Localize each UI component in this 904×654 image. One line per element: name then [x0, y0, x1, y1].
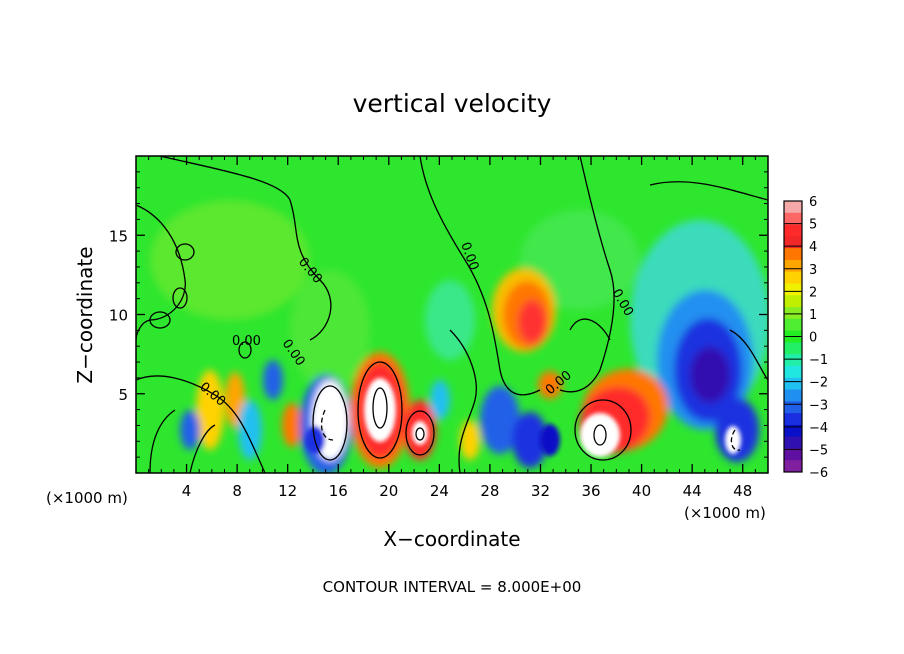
z-axis: 5 10 15: [109, 171, 768, 458]
colorbar-label: −1: [809, 353, 828, 368]
colorbar-swatch: [784, 212, 802, 226]
colorbar-swatch: [784, 295, 802, 308]
colorbar-swatch: [784, 436, 802, 449]
x-tick-label: 8: [232, 482, 242, 500]
x-tick-label: 12: [278, 482, 297, 500]
contour-loop: [238, 341, 252, 359]
contour-line: [730, 429, 741, 451]
colorbar-swatch: [784, 448, 802, 461]
contour-loop: [415, 427, 425, 441]
contour-lines: [136, 156, 768, 473]
heatmap-field: [150, 200, 768, 473]
colorbar-swatch: [784, 413, 802, 426]
contour-loop: [357, 361, 403, 459]
z-tick-label: 5: [118, 386, 128, 404]
contour-line: [569, 318, 611, 341]
z-tick-label: 15: [109, 227, 128, 245]
x-tick-label: 4: [182, 482, 192, 500]
colorbar-swatch: [784, 236, 802, 249]
colorbar-label: 4: [809, 240, 817, 255]
colorbar-label: −2: [809, 376, 828, 391]
contour-loop: [172, 287, 188, 309]
colorbar-swatch: [784, 283, 802, 296]
contour-line: [449, 329, 477, 473]
colorbar-swatch: [784, 424, 802, 438]
colorbar-swatch: [784, 201, 802, 214]
colorbar-swatch: [784, 259, 802, 273]
colorbar-swatch: [784, 365, 802, 379]
colorbar: 6 5 4 3 2 1 0 −1 −2 −3 −4 −5 −6: [783, 195, 828, 481]
contour-interval-note: CONTOUR INTERVAL = 8.000E+00: [323, 578, 582, 596]
x-tick-label: 40: [632, 482, 651, 500]
colorbar-swatch: [784, 271, 802, 284]
colorbar-label: 5: [809, 218, 817, 233]
x-tick-label: 28: [480, 482, 499, 500]
y-axis-label: Z−coordinate: [73, 246, 97, 383]
contour-line: [729, 329, 768, 381]
chart-title: vertical velocity: [353, 89, 552, 118]
z-tick-label: 10: [109, 307, 128, 325]
contour-line: [320, 409, 334, 441]
colorbar-swatch: [784, 342, 802, 355]
colorbar-swatch: [784, 354, 802, 367]
colorbar-label: −4: [809, 421, 828, 436]
contour-label: 0.00: [232, 334, 261, 349]
contour-line: [189, 424, 216, 473]
colorbar-label: 0: [809, 331, 817, 346]
colorbar-label: −5: [809, 443, 828, 458]
colorbar-swatch: [784, 401, 802, 414]
contour-line: [136, 375, 266, 473]
contour-line: [159, 156, 332, 341]
contour-line: [419, 156, 541, 396]
colorbar-swatch: [784, 460, 802, 473]
colorbar-label: 6: [809, 195, 817, 210]
colorbar-swatch: [784, 307, 802, 320]
contour-loop: [574, 399, 632, 461]
x-tick-label: 20: [379, 482, 398, 500]
contour-line: [136, 204, 186, 341]
colorbar-swatch: [784, 389, 802, 402]
contour-line: [649, 181, 768, 201]
x-tick-label: 24: [430, 482, 449, 500]
x-unit-right: (×1000 m): [684, 504, 766, 522]
contour-loop: [405, 410, 435, 456]
colorbar-swatch: [784, 318, 802, 332]
colorbar-label: −3: [809, 398, 828, 413]
contour-loop: [149, 311, 171, 329]
colorbar-swatch: [784, 248, 802, 261]
x-unit-left: (×1000 m): [46, 489, 128, 507]
x-axis: 4 8 12 16 20 24 28 32 36 40 44 48: [148, 156, 756, 500]
colorbar-label: 3: [809, 263, 817, 278]
heatmap-cores: [305, 378, 741, 457]
x-tick-label: 44: [683, 482, 702, 500]
contour-loop: [593, 424, 607, 446]
x-tick-label: 48: [733, 482, 752, 500]
contour-loop: [372, 387, 388, 429]
x-tick-label: 32: [531, 482, 550, 500]
contour-loop: [312, 385, 348, 461]
colorbar-swatch: [784, 377, 802, 391]
colorbar-label: −6: [809, 466, 828, 481]
x-tick-label: 16: [329, 482, 348, 500]
colorbar-label: 1: [809, 308, 817, 323]
x-tick-label: 36: [581, 482, 600, 500]
contour-line: [559, 156, 615, 393]
colorbar-swatch: [784, 224, 802, 237]
x-axis-label: X−coordinate: [383, 527, 520, 551]
colorbar-label: 2: [809, 285, 817, 300]
contour-loop: [175, 243, 195, 261]
contour-line: [149, 409, 176, 473]
plot-area: 0.00 0.00 0.00 0.00 0.00 0.00 0.00: [136, 156, 768, 473]
